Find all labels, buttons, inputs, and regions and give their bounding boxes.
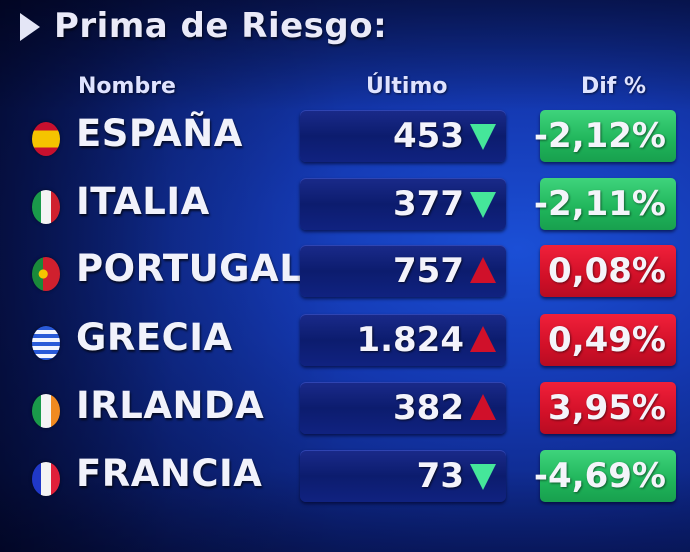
last-value-box: 377 xyxy=(300,178,506,230)
last-value-box: 382 xyxy=(300,382,506,434)
diff-value: 0,49% xyxy=(548,320,666,360)
diff-value: -4,69% xyxy=(533,456,666,496)
down-triangle-icon xyxy=(470,124,496,150)
diff-value: -2,11% xyxy=(533,184,666,224)
last-value: 73 xyxy=(416,456,464,496)
country-name: GRECIA xyxy=(76,316,233,359)
diff-value: 0,08% xyxy=(548,251,666,291)
column-header-last: Último xyxy=(366,74,448,99)
last-value: 382 xyxy=(393,388,464,428)
table-row: PORTUGAL 757 0,08% xyxy=(0,245,690,301)
france-flag-icon xyxy=(32,462,60,496)
down-triangle-icon xyxy=(470,464,496,490)
column-header-name: Nombre xyxy=(78,74,176,99)
table-row: ITALIA 377 -2,11% xyxy=(0,178,690,234)
table-row: FRANCIA 73 -4,69% xyxy=(0,450,690,506)
page-title: Prima de Riesgo: xyxy=(20,2,387,50)
ireland-flag-icon xyxy=(32,394,60,428)
diff-badge: -2,12% xyxy=(534,110,676,162)
italy-flag-icon xyxy=(32,190,60,224)
last-value: 757 xyxy=(393,251,464,291)
country-name: FRANCIA xyxy=(76,452,263,495)
table-row: ESPAÑA 453 -2,12% xyxy=(0,110,690,166)
last-value: 377 xyxy=(393,184,464,224)
up-triangle-icon xyxy=(470,257,496,283)
last-value: 1.824 xyxy=(356,320,464,360)
diff-value: 3,95% xyxy=(548,388,666,428)
play-arrow-icon xyxy=(20,13,40,41)
country-name: IRLANDA xyxy=(76,384,265,427)
diff-badge: 3,95% xyxy=(540,382,676,434)
greece-flag-icon xyxy=(32,326,60,360)
country-name: PORTUGAL xyxy=(76,247,304,290)
diff-badge: -2,11% xyxy=(534,178,676,230)
last-value-box: 1.824 xyxy=(300,314,506,366)
portugal-flag-icon xyxy=(32,257,60,291)
last-value-box: 453 xyxy=(300,110,506,162)
table-row: IRLANDA 382 3,95% xyxy=(0,382,690,438)
up-triangle-icon xyxy=(470,326,496,352)
country-name: ESPAÑA xyxy=(76,112,243,155)
table-row: GRECIA 1.824 0,49% xyxy=(0,314,690,370)
diff-badge: -4,69% xyxy=(534,450,676,502)
up-triangle-icon xyxy=(470,394,496,420)
diff-value: -2,12% xyxy=(533,116,666,156)
last-value: 453 xyxy=(393,116,464,156)
last-value-box: 757 xyxy=(300,245,506,297)
last-value-box: 73 xyxy=(300,450,506,502)
diff-badge: 0,49% xyxy=(540,314,676,366)
diff-badge: 0,08% xyxy=(540,245,676,297)
page-title-text: Prima de Riesgo: xyxy=(54,6,388,46)
country-name: ITALIA xyxy=(76,180,210,223)
column-header-diff: Dif % xyxy=(581,74,647,99)
spain-flag-icon xyxy=(32,122,60,156)
down-triangle-icon xyxy=(470,192,496,218)
